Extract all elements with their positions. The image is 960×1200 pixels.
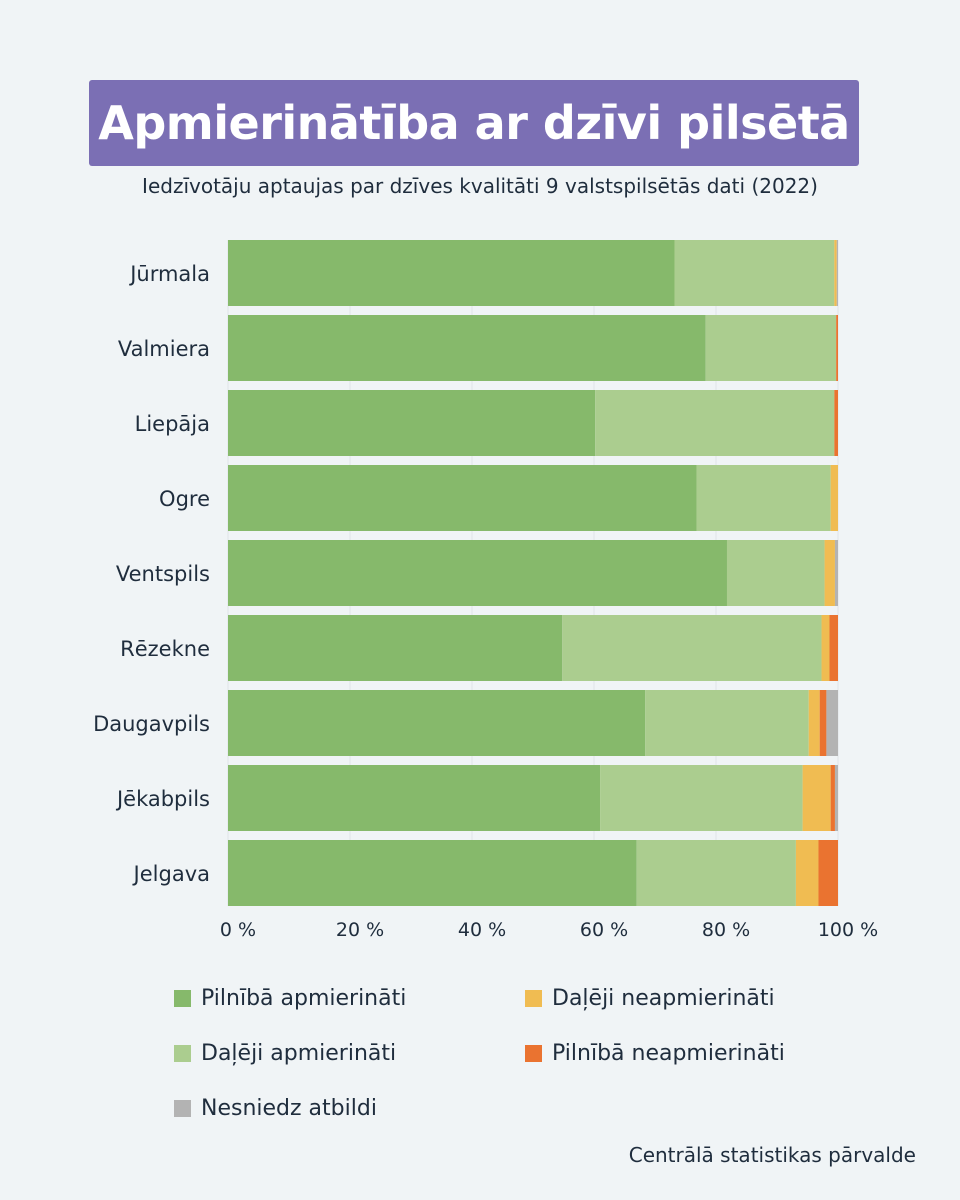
legend-swatch xyxy=(174,1100,191,1117)
legend-item: Pilnībā apmierināti xyxy=(174,986,406,1011)
bar-segment xyxy=(826,690,838,756)
legend-item: Nesniedz atbildi xyxy=(174,1096,377,1121)
legend-item: Daļēji neapmierināti xyxy=(525,986,775,1011)
bar-segment xyxy=(228,690,646,756)
bar-segment xyxy=(830,465,838,531)
bar-segment xyxy=(836,240,838,306)
bar-segment xyxy=(705,315,837,381)
category-label: Jēkabpils xyxy=(115,787,210,811)
bar-segment xyxy=(795,840,819,906)
category-label: Rēzekne xyxy=(120,637,210,661)
bar-segment xyxy=(636,840,796,906)
category-label: Ogre xyxy=(159,487,210,511)
x-tick-label: 20 % xyxy=(336,919,384,941)
x-tick-label: 80 % xyxy=(702,919,750,941)
legend-label: Daļēji apmierināti xyxy=(201,1041,397,1066)
bar-segment xyxy=(834,765,838,831)
bar-segment xyxy=(228,315,706,381)
bar-segment xyxy=(228,390,596,456)
bar-segment xyxy=(674,240,835,306)
category-label: Jūrmala xyxy=(128,262,210,286)
source-label: Centrālā statistikas pārvalde xyxy=(628,1143,916,1167)
bar-segment xyxy=(824,540,835,606)
bar-segment xyxy=(228,765,601,831)
bar-segment xyxy=(821,615,830,681)
legend-label: Nesniedz atbildi xyxy=(201,1096,377,1121)
bar-segment xyxy=(834,390,838,456)
stacked-bar-chart: Jūrmala Valmiera Liepāja Ogre Ventspils Rēzek… xyxy=(93,240,878,941)
bar-segment xyxy=(228,465,697,531)
chart-subtitle: Iedzīvotāju aptaujas par dzīves kvalitāt… xyxy=(142,174,818,198)
chart-title: Apmierinātība ar dzīvi pilsētā xyxy=(98,96,850,150)
bar-segment xyxy=(228,840,637,906)
category-label: Liepāja xyxy=(135,412,210,436)
bar-segment xyxy=(696,465,831,531)
bar-segment xyxy=(818,840,838,906)
bar-segment xyxy=(595,390,835,456)
category-label: Ventspils xyxy=(116,562,210,586)
bar-segment xyxy=(802,765,831,831)
category-label: Valmiera xyxy=(118,337,210,361)
title-box: Apmierinātība ar dzīvi pilsētā xyxy=(89,80,859,166)
bar-segment xyxy=(228,240,675,306)
bar-segment xyxy=(562,615,822,681)
legend-swatch xyxy=(174,990,191,1007)
bar-segment xyxy=(645,690,809,756)
legend-label: Pilnībā neapmierināti xyxy=(552,1041,785,1066)
category-label: Jelgava xyxy=(132,862,210,886)
bar-segment xyxy=(726,540,825,606)
legend-label: Pilnībā apmierināti xyxy=(201,986,407,1011)
legend-swatch xyxy=(525,990,542,1007)
bar-segment xyxy=(830,765,835,831)
x-tick-label: 0 % xyxy=(220,919,256,941)
x-tick-label: 40 % xyxy=(458,919,506,941)
bar-segment xyxy=(834,240,837,306)
bar-segment xyxy=(819,690,827,756)
bar-segment xyxy=(834,540,838,606)
legend-label: Daļēji neapmierināti xyxy=(552,986,775,1011)
x-tick-label: 60 % xyxy=(580,919,628,941)
category-label: Daugavpils xyxy=(93,712,210,736)
legend-swatch xyxy=(174,1045,191,1062)
legend-item: Pilnībā neapmierināti xyxy=(525,1041,785,1066)
bar-segment xyxy=(600,765,803,831)
bar-segment xyxy=(228,540,727,606)
bar-segment xyxy=(808,690,820,756)
bar-segment xyxy=(836,315,838,381)
legend-swatch xyxy=(525,1045,542,1062)
x-tick-label: 100 % xyxy=(818,919,878,941)
bar-segment xyxy=(829,615,838,681)
legend-item: Daļēji apmierināti xyxy=(174,1041,396,1066)
bar-segment xyxy=(228,615,563,681)
